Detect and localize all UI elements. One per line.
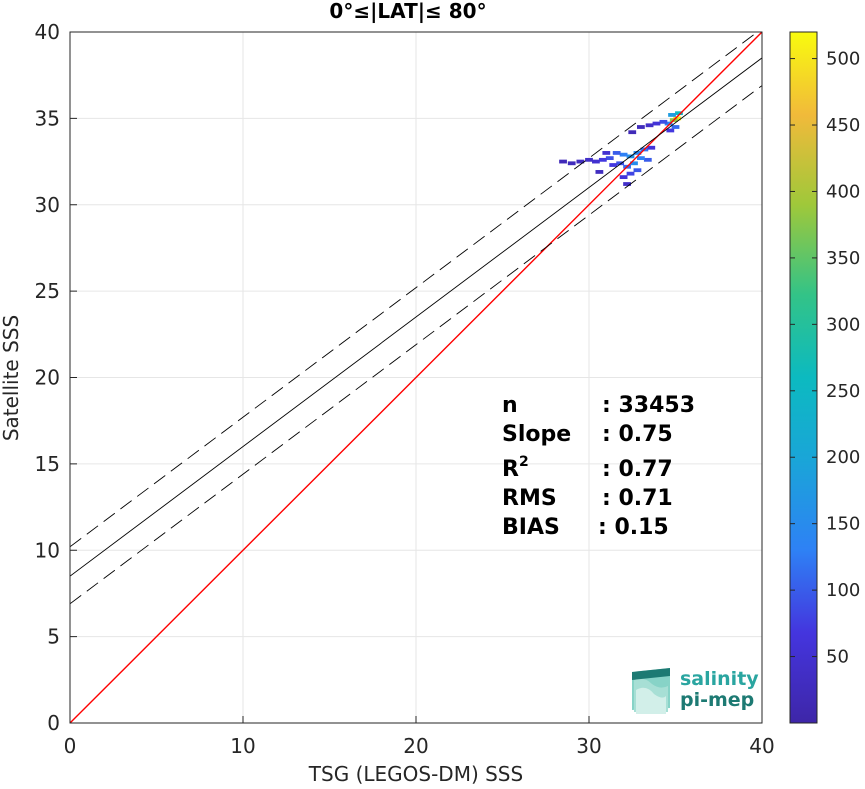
x-axis-ticks: 0 10 20 30 40 bbox=[64, 716, 775, 758]
x-tick-label: 30 bbox=[576, 734, 601, 758]
stat-bias-value: : 0.15 bbox=[598, 515, 669, 540]
line-regression-lower bbox=[70, 85, 762, 605]
y-tick-label: 5 bbox=[47, 625, 60, 649]
density-cell bbox=[659, 119, 668, 124]
y-tick-label: 30 bbox=[35, 193, 60, 217]
density-cell bbox=[633, 151, 642, 155]
x-tick-label: 20 bbox=[403, 734, 428, 758]
y-tick-label: 25 bbox=[35, 279, 60, 303]
density-cell bbox=[619, 152, 628, 157]
stats-block: n : 33453 Slope : 0.75 R2 : 0.77 RMS : 0… bbox=[502, 393, 695, 540]
colorbar-tick-label: 50 bbox=[826, 647, 849, 668]
colorbar-ticks: 50 100 150 200 250 300 350 400 450 500 bbox=[790, 49, 860, 668]
density-cell bbox=[626, 171, 635, 176]
density-cell bbox=[592, 159, 600, 164]
salinity-pi-mep-logo: salinity pi-mep bbox=[632, 668, 759, 714]
line-regression bbox=[70, 57, 762, 577]
density-cell bbox=[633, 168, 642, 173]
density-cell bbox=[567, 161, 576, 166]
colorbar-tick-label: 250 bbox=[826, 381, 860, 402]
density-cell bbox=[595, 170, 604, 174]
logo-text-pi-mep: pi-mep bbox=[680, 689, 754, 711]
density-cell bbox=[616, 161, 625, 166]
density-cell bbox=[623, 182, 631, 186]
colorbar-tick-label: 300 bbox=[826, 314, 860, 335]
colorbar-tick-label: 100 bbox=[826, 580, 860, 601]
density-cell bbox=[628, 130, 637, 135]
colorbar-tick-label: 450 bbox=[826, 115, 860, 136]
y-tick-label: 10 bbox=[35, 538, 60, 562]
y-axis-label: Satellite SSS bbox=[0, 315, 23, 441]
colorbar-tick-label: 350 bbox=[826, 248, 860, 269]
density-cell bbox=[619, 175, 628, 180]
density-cell bbox=[668, 113, 676, 117]
stat-slope-value: : 0.75 bbox=[602, 422, 673, 447]
density-cell bbox=[598, 157, 607, 162]
logo-text-salinity: salinity bbox=[680, 668, 759, 690]
density-cell bbox=[652, 121, 661, 126]
salinity-logo-icon bbox=[632, 668, 670, 714]
stat-n-value: : 33453 bbox=[602, 393, 695, 418]
density-cell bbox=[664, 121, 673, 126]
y-tick-label: 0 bbox=[47, 711, 60, 735]
y-axis-ticks: 0 5 10 15 20 25 30 35 40 bbox=[35, 20, 77, 735]
x-tick-label: 10 bbox=[230, 734, 255, 758]
density-cell bbox=[559, 159, 567, 164]
y-tick-label: 35 bbox=[35, 106, 60, 130]
x-tick-label: 40 bbox=[749, 734, 774, 758]
stat-n-label: n bbox=[502, 393, 518, 418]
stat-bias-label: BIAS bbox=[502, 515, 560, 540]
density-cell bbox=[585, 157, 593, 162]
density-cell bbox=[647, 145, 656, 150]
colorbar-tick-label: 150 bbox=[826, 514, 860, 535]
line-regression-upper bbox=[70, 32, 759, 548]
x-axis-label: TSG (LEGOS-DM) SSS bbox=[308, 762, 523, 786]
stat-r2-value: : 0.77 bbox=[602, 457, 673, 482]
density-cell bbox=[643, 157, 652, 162]
density-cell bbox=[637, 156, 645, 161]
density-cell bbox=[602, 151, 611, 155]
stat-r2-base: R bbox=[502, 457, 519, 482]
stat-slope-label: Slope bbox=[502, 422, 571, 447]
fit-lines bbox=[70, 32, 762, 723]
density-cell bbox=[671, 125, 680, 129]
colorbar-tick-label: 400 bbox=[826, 181, 860, 202]
density-cell bbox=[630, 161, 638, 166]
density-cell bbox=[675, 111, 683, 116]
density-cell bbox=[666, 128, 675, 133]
stat-rms-label: RMS bbox=[502, 486, 557, 511]
chart-title: 0°≤|LAT|≤ 80° bbox=[329, 0, 486, 23]
density-cell bbox=[637, 125, 645, 129]
stat-rms-value: : 0.71 bbox=[602, 486, 673, 511]
density-cell bbox=[645, 123, 654, 128]
y-tick-label: 40 bbox=[35, 20, 60, 44]
density-cell bbox=[605, 156, 614, 161]
line-identity bbox=[70, 32, 762, 723]
colorbar-tick-label: 500 bbox=[826, 49, 860, 70]
colorbar-tick-label: 200 bbox=[826, 447, 860, 468]
y-tick-label: 20 bbox=[35, 366, 60, 390]
colorbar bbox=[789, 31, 818, 724]
density-cell bbox=[609, 163, 618, 167]
y-tick-label: 15 bbox=[35, 452, 60, 476]
stat-r2-label: R2 bbox=[502, 454, 529, 482]
stat-r2-superscript: 2 bbox=[519, 454, 529, 470]
x-tick-label: 0 bbox=[64, 734, 77, 758]
density-cell bbox=[612, 151, 621, 155]
density-cell bbox=[576, 159, 585, 164]
